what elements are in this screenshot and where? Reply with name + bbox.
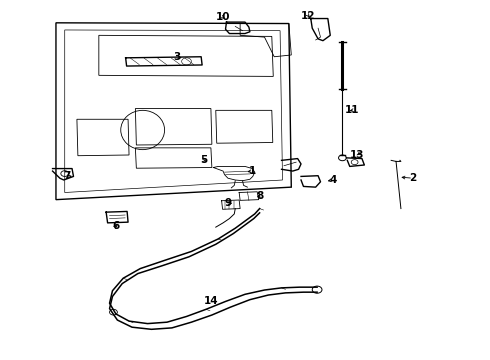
Text: 2: 2 — [410, 173, 416, 183]
Text: 6: 6 — [112, 221, 120, 231]
Text: 10: 10 — [216, 13, 230, 22]
Text: 11: 11 — [345, 105, 360, 115]
Text: 14: 14 — [203, 296, 218, 306]
Text: 7: 7 — [64, 171, 71, 181]
Text: 13: 13 — [350, 150, 364, 160]
Text: 9: 9 — [224, 198, 231, 208]
Text: 12: 12 — [301, 11, 316, 21]
Text: 5: 5 — [200, 156, 207, 165]
Text: 4: 4 — [329, 175, 337, 185]
Text: 8: 8 — [256, 191, 263, 201]
Text: 3: 3 — [173, 52, 180, 62]
Text: 1: 1 — [249, 166, 256, 176]
